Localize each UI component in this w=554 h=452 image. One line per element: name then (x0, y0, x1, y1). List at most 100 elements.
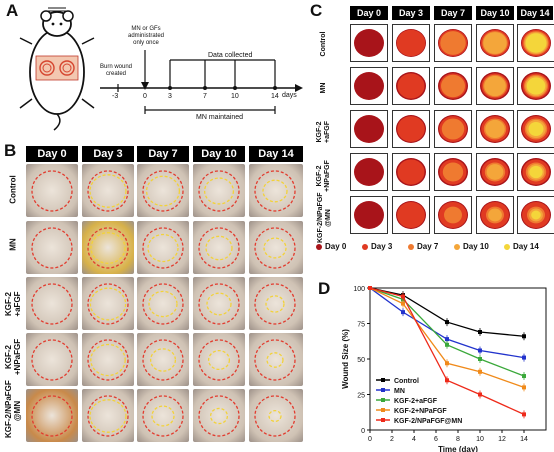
wound-trace-layer (397, 159, 425, 185)
wound-outline (31, 227, 73, 269)
wound-outline (87, 170, 129, 212)
c-row-label: KGF-2 +NPaFGF (316, 160, 331, 192)
timeline-tick: 10 (231, 93, 239, 100)
wound-trace-layer (396, 29, 426, 57)
wound-outline (31, 170, 73, 212)
wound-outline (142, 283, 184, 325)
trace-legend-item: Day 10 (454, 242, 489, 251)
b-header-day3: Day 3 (82, 146, 134, 162)
wound-outline (198, 339, 240, 381)
b-row-label: KGF-2 +NPaFGF (4, 338, 22, 376)
wound-outline (254, 170, 296, 212)
legend-dot-icon (316, 243, 322, 250)
wound-trace-layer (354, 72, 384, 100)
trace-legend: Day 0 Day 3 Day 7 Day 10 Day 14 (316, 242, 554, 256)
wound-photo (137, 221, 189, 274)
wound-trace-layer (397, 73, 425, 99)
c-header-day14: Day 14 (517, 6, 553, 20)
wound-outline (254, 283, 296, 325)
wound-photo (26, 333, 78, 386)
x-tick-label: 14 (520, 436, 528, 443)
timeline-collected-label: Data collected (208, 52, 253, 59)
wound-trace-layer (486, 164, 504, 180)
panel-c: C Day 0 Day 3 Day 7 Day 10 Day 14 Contro… (310, 0, 554, 262)
wound-outline (87, 395, 129, 437)
trace-legend-item: Day 3 (362, 242, 392, 251)
timeline-unit: days (282, 92, 297, 99)
wound-trace-cell (392, 24, 430, 62)
wound-trace-cell (517, 196, 554, 234)
wound-photo (193, 277, 245, 330)
wound-trace-layer (485, 119, 505, 139)
wound-outline (254, 339, 296, 381)
wound-photo (249, 164, 303, 217)
b-row-label: MN (8, 238, 18, 251)
legend-marker (381, 408, 385, 412)
y-axis-label: Wound Size (%) (341, 329, 350, 389)
wound-trace-layer (440, 31, 466, 55)
wound-trace-layer (397, 201, 425, 229)
wound-trace-cell (517, 67, 554, 105)
wound-photo (26, 164, 78, 217)
x-axis-label: Time (day) (438, 445, 478, 452)
wound-trace-cell (350, 153, 388, 191)
wound-trace-layer (354, 201, 384, 229)
x-tick-label: 10 (476, 436, 484, 443)
timeline-burn-label: Burn wound created (100, 64, 133, 77)
wound-trace-layer (442, 162, 464, 182)
wound-trace-cell (350, 110, 388, 148)
wound-photo (249, 333, 303, 386)
wound-trace-layer (484, 75, 506, 97)
legend-marker (381, 378, 385, 382)
wound-photo (249, 221, 303, 274)
wound-trace-cell (517, 153, 554, 191)
c-header-day3: Day 3 (392, 6, 430, 20)
timeline-maintained-label: MN maintained (196, 114, 244, 121)
wound-trace-cell (392, 153, 430, 191)
wound-trace-cell (476, 110, 514, 148)
legend-marker (381, 418, 385, 422)
series-line (369, 287, 525, 337)
x-tick-label: 2 (390, 436, 394, 443)
wound-trace-cell (350, 24, 388, 62)
c-row-label: MN (320, 82, 327, 94)
c-header-day0: Day 0 (350, 6, 388, 20)
wound-trace-cell (434, 110, 472, 148)
wound-trace-layer (354, 115, 384, 143)
wound-outline (31, 283, 73, 325)
legend-dot-icon (362, 243, 368, 250)
panel-c-label: C (310, 1, 323, 20)
b-header-day14: Day 14 (249, 146, 303, 162)
wound-trace-cell (350, 196, 388, 234)
wound-photo (193, 221, 245, 274)
y-tick-label: 75 (357, 322, 365, 329)
wound-trace-cell (476, 24, 514, 62)
legend-dot-icon (454, 243, 460, 250)
legend-label: KGF-2/NPaFGF@MN (394, 418, 462, 425)
wound-trace-cell (476, 196, 514, 234)
panel-a-label: A (6, 1, 19, 20)
wound-trace-layer (529, 165, 543, 179)
wound-trace-cell (476, 153, 514, 191)
panel-d: D 0 2 4 6 8 10 12 14 0 25 50 75 100 Time (day) Wound S… (310, 262, 554, 452)
wound-trace-layer (441, 74, 465, 98)
x-tick-label: 4 (412, 436, 416, 443)
b-header-day10: Day 10 (193, 146, 245, 162)
timeline-tick: 3 (168, 93, 172, 100)
wound-photo (193, 389, 245, 442)
wound-outline (254, 395, 296, 437)
b-header-day7: Day 7 (137, 146, 189, 162)
wound-photo (26, 221, 78, 274)
legend-marker (381, 398, 385, 402)
wound-outline (31, 339, 73, 381)
wound-photo (26, 277, 78, 330)
c-row-label: KGF-2/NPaFGF @MN (317, 192, 332, 243)
wound-trace-layer (444, 206, 462, 224)
wound-trace-layer (397, 116, 425, 142)
c-header-day10: Day 10 (476, 6, 514, 20)
wound-trace-cell (476, 67, 514, 105)
wound-size-chart: 0 2 4 6 8 10 12 14 0 25 50 75 100 Time (day) Wound Siz… (341, 286, 547, 452)
b-row-label: Control (8, 175, 18, 204)
wound-photo (82, 221, 134, 274)
timeline-tick: 7 (203, 93, 207, 100)
